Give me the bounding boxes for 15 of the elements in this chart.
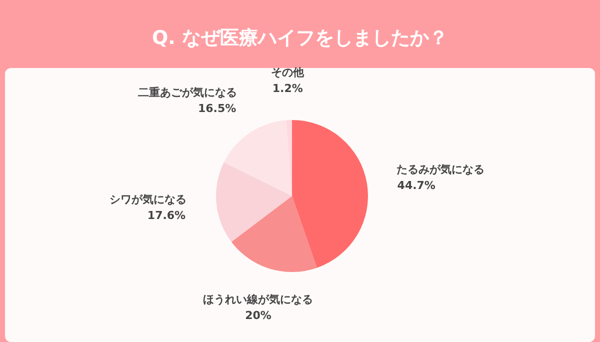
chart-title: Q. なぜ医療ハイフをしましたか？ [152,27,448,49]
pie-slice [231,196,317,272]
data-label: 17.6% [147,208,186,222]
slice-label: その他 [271,66,306,80]
data-label: 1.2% [272,82,303,96]
slice-label: シワが気になる [110,192,187,206]
slice-label: ほうれい線が気になる [203,292,314,306]
slice-label: 二重あごが気になる [138,86,238,99]
pie-slice [224,120,292,196]
data-label: 16.5% [198,102,236,115]
data-label: 44.7% [397,178,436,192]
pie-slice [216,162,292,242]
slice-label: たるみが気になる [396,162,484,176]
pie-slice [292,120,368,268]
data-label: 20% [245,308,272,322]
